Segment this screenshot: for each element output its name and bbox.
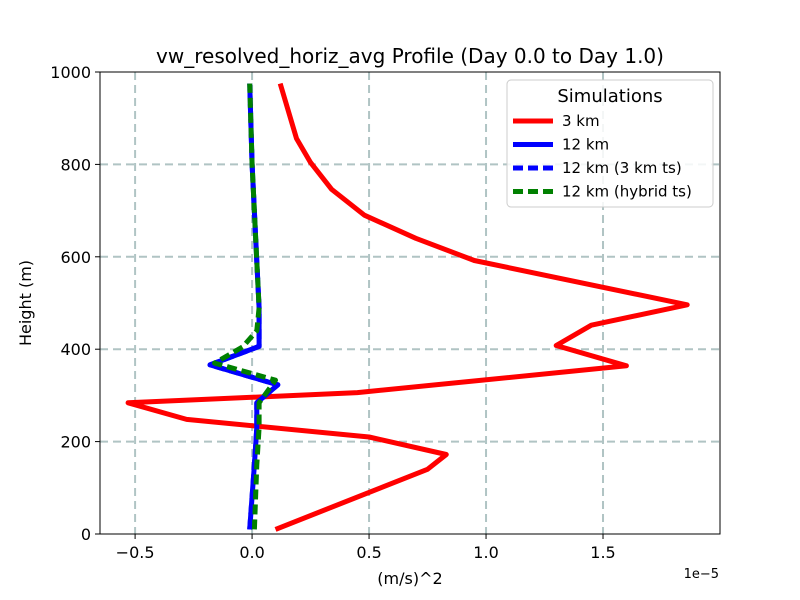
y-axis-label: Height (m) [16, 260, 35, 346]
series-line-2 [207, 83, 281, 530]
y-tick-label: 0 [81, 525, 91, 544]
x-tick-label: 1.5 [590, 543, 615, 562]
legend-label-3: 12 km (hybrid ts) [562, 183, 692, 201]
legend-label-1: 12 km [562, 136, 609, 154]
legend-entries: 3 km 12 km 12 km (3 km ts) 12 km (hybrid ts… [513, 112, 692, 201]
legend-box [506, 79, 714, 208]
plot-series [125, 82, 690, 532]
y-tick-label: 1000 [50, 63, 91, 82]
x-axis-label: (m/s)^2 [377, 569, 442, 588]
chart-title: vw_resolved_horiz_avg Profile (Day 0.0 t… [156, 44, 664, 68]
legend: Simulations 3 km 12 km 12 km (3 km ts) 12 k… [506, 79, 714, 208]
y-tick-label: 400 [60, 340, 91, 359]
legend-label-2: 12 km (3 km ts) [562, 159, 682, 177]
y-axis-ticks: 0 200 400 600 800 1000 [50, 63, 100, 544]
legend-title: Simulations [557, 86, 662, 107]
x-tick-label: −0.5 [116, 543, 155, 562]
x-tick-label: 0.0 [239, 543, 264, 562]
legend-label-0: 3 km [562, 112, 600, 130]
plot-frame [99, 71, 721, 535]
x-tick-label: 0.5 [356, 543, 381, 562]
grid [100, 72, 720, 534]
x-tick-label: 1.0 [473, 543, 498, 562]
y-tick-label: 600 [60, 248, 91, 267]
y-tick-label: 200 [60, 433, 91, 452]
x-axis-offset-label: 1e−5 [684, 567, 719, 582]
x-axis-ticks: −0.5 0.0 0.5 1.0 1.5 [116, 534, 616, 562]
series-line-0 [125, 82, 690, 532]
y-tick-label: 800 [60, 155, 91, 174]
series-line-3 [212, 83, 278, 530]
